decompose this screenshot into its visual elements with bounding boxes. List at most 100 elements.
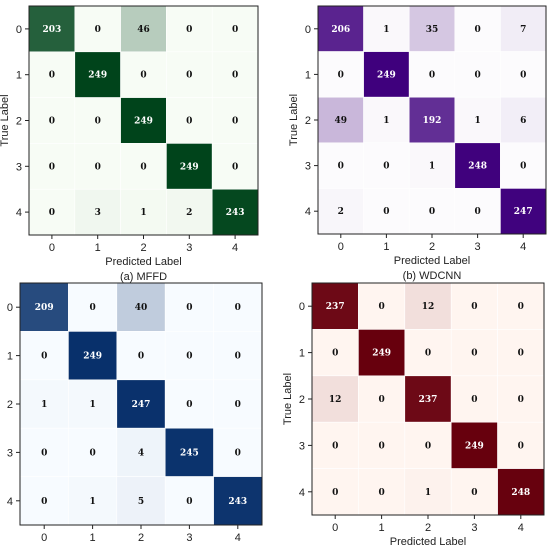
cell-value-label: 0 xyxy=(383,162,389,172)
cell-value-label: 0 xyxy=(471,395,477,405)
cell-value-label: 0 xyxy=(235,400,241,410)
cell-value-label: 203 xyxy=(43,25,62,35)
matrix-cell xyxy=(454,142,501,189)
matrix-cell xyxy=(404,375,452,423)
x-tick-label: 1 xyxy=(379,522,385,534)
cell-value-label: 0 xyxy=(429,207,435,217)
cell-value-label: 0 xyxy=(138,352,144,362)
cell-value-label: 0 xyxy=(232,117,238,127)
cell-value-label: 237 xyxy=(419,395,438,405)
cell-value-label: 0 xyxy=(383,207,389,217)
y-tick-label: 1 xyxy=(7,351,13,363)
cell-value-label: 0 xyxy=(95,162,101,172)
cell-value-label: 0 xyxy=(474,70,480,80)
cell-value-label: 49 xyxy=(335,116,348,126)
cell-value-label: 0 xyxy=(429,70,435,80)
x-tick-label: 4 xyxy=(235,532,241,544)
y-tick-label: 0 xyxy=(16,24,22,36)
cell-value-label: 0 xyxy=(186,497,192,507)
cell-value-label: 40 xyxy=(135,303,148,313)
cell-value-label: 192 xyxy=(423,116,442,126)
cell-value-label: 5 xyxy=(138,497,144,507)
matrix-cell xyxy=(497,282,545,330)
cell-value-label: 0 xyxy=(425,349,431,359)
matrix-cell xyxy=(363,5,410,52)
y-tick-label: 3 xyxy=(305,161,311,173)
cell-value-label: 12 xyxy=(422,302,435,312)
matrix-cell xyxy=(450,375,498,423)
matrix-cell xyxy=(116,282,166,332)
matrix-cell xyxy=(68,331,118,381)
matrix-cell xyxy=(213,282,263,332)
matrix-cell xyxy=(164,427,214,477)
cell-value-label: 249 xyxy=(372,349,391,359)
matrix-cell xyxy=(408,51,456,98)
y-axis-title: True Label xyxy=(282,373,294,425)
y-tick-label: 1 xyxy=(299,348,305,360)
matrix-cell xyxy=(454,188,501,235)
panel-caption: (a) MFFD xyxy=(120,271,167,283)
x-tick-label: 2 xyxy=(425,522,431,534)
cell-value-label: 0 xyxy=(186,25,192,35)
x-axis-title: Predicted Label xyxy=(390,536,466,546)
cell-value-label: 209 xyxy=(35,303,54,313)
matrix-cell xyxy=(116,331,166,381)
y-tick-label: 3 xyxy=(16,161,22,173)
cell-value-label: 0 xyxy=(332,441,338,451)
cell-value-label: 237 xyxy=(326,302,345,312)
cell-value-label: 1 xyxy=(383,116,389,126)
cell-value-label: 243 xyxy=(226,208,245,218)
cell-value-label: 1 xyxy=(383,25,389,35)
cell-value-label: 249 xyxy=(377,70,396,80)
y-tick-label: 0 xyxy=(305,24,311,36)
matrix-cell xyxy=(408,96,456,144)
cell-value-label: 0 xyxy=(520,70,526,80)
cell-value-label: 0 xyxy=(41,448,47,458)
matrix-cell xyxy=(211,188,259,236)
cell-value-label: 0 xyxy=(186,303,192,313)
cell-value-label: 0 xyxy=(186,352,192,362)
cell-value-label: 0 xyxy=(332,349,338,359)
matrix-cell xyxy=(68,476,118,526)
matrix-cell xyxy=(311,282,359,330)
cell-value-label: 0 xyxy=(186,117,192,127)
cell-value-label: 3 xyxy=(95,208,101,218)
x-tick-label: 4 xyxy=(520,241,526,253)
cell-value-label: 0 xyxy=(49,162,55,172)
cell-value-label: 46 xyxy=(137,25,150,35)
matrix-cell xyxy=(74,5,121,53)
y-tick-label: 4 xyxy=(7,496,13,508)
matrix-cell xyxy=(19,379,69,429)
matrix-cell xyxy=(500,51,547,98)
cell-value-label: 0 xyxy=(95,117,101,127)
cell-value-label: 1 xyxy=(429,162,435,172)
x-axis-title: Predicted Label xyxy=(394,255,470,267)
matrix-cell xyxy=(116,379,166,429)
x-tick-label: 3 xyxy=(186,532,192,544)
x-tick-label: 3 xyxy=(471,522,477,534)
cell-value-label: 1 xyxy=(425,488,431,498)
cell-value-label: 0 xyxy=(518,395,524,405)
cell-value-label: 243 xyxy=(228,497,247,507)
cell-value-label: 248 xyxy=(511,488,530,498)
matrix-cell xyxy=(116,427,166,477)
x-tick-label: 0 xyxy=(41,532,47,544)
y-tick-label: 3 xyxy=(299,440,305,452)
matrix-cell xyxy=(450,421,498,469)
x-tick-label: 0 xyxy=(332,522,338,534)
cell-value-label: 2 xyxy=(186,208,192,218)
cell-value-label: 0 xyxy=(378,441,384,451)
x-tick-label: 4 xyxy=(518,522,524,534)
panel-caption: (b) WDCNN xyxy=(403,270,462,282)
cell-value-label: 0 xyxy=(338,162,344,172)
cell-value-label: 0 xyxy=(41,497,47,507)
cell-value-label: 0 xyxy=(518,302,524,312)
x-tick-label: 1 xyxy=(95,242,101,254)
matrix-cell xyxy=(317,96,364,144)
cell-value-label: 247 xyxy=(514,207,533,217)
matrix-cell xyxy=(358,329,406,377)
y-tick-label: 2 xyxy=(16,116,22,128)
matrix-cell xyxy=(74,188,121,236)
